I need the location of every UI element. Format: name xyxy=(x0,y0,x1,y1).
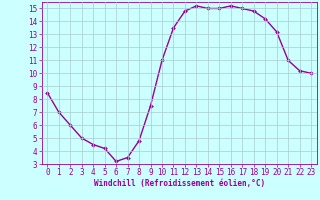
X-axis label: Windchill (Refroidissement éolien,°C): Windchill (Refroidissement éolien,°C) xyxy=(94,179,265,188)
